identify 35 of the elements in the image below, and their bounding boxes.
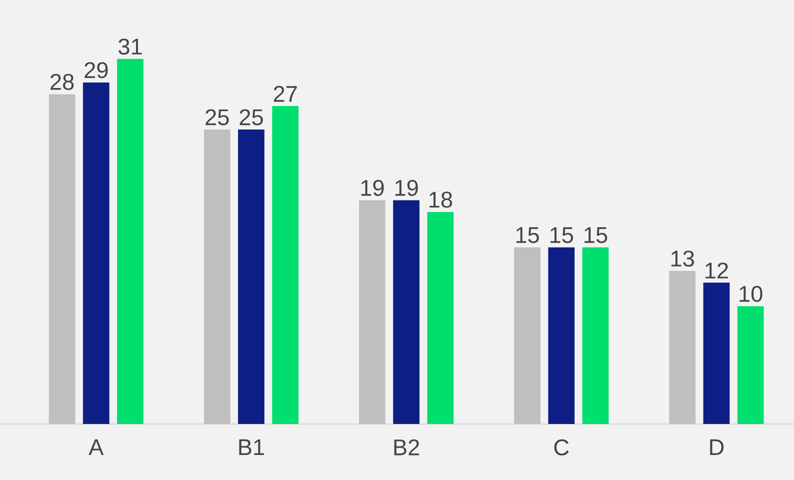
bar [272,106,299,424]
x-tick-label: B2 [394,439,420,456]
bar [582,247,609,424]
data-label: 25 [206,109,229,126]
bar [703,282,730,424]
bar [204,130,230,424]
bar [427,212,454,424]
x-tick-label: D [710,439,724,455]
data-label: 10 [740,286,762,302]
bar [117,58,144,424]
bar [393,200,420,424]
data-label: 15 [584,227,608,244]
x-tick-label: B1 [239,439,264,455]
bar [737,306,764,424]
data-label: 19 [361,180,384,196]
bar [514,247,540,424]
bar [82,82,110,424]
bar [238,130,264,424]
data-label: 31 [118,38,142,55]
bar [548,247,575,424]
data-label: 29 [84,62,108,78]
data-label: 15 [516,227,539,244]
data-label: 15 [550,227,574,244]
data-label: 28 [50,74,74,90]
x-tick-label: C [554,439,569,456]
data-label: 25 [240,109,263,126]
x-tick-label: A [88,439,104,455]
data-label: 13 [671,250,694,267]
data-label: 19 [395,180,418,196]
bar [48,94,76,424]
bar [359,200,386,424]
data-label: 18 [430,192,452,208]
data-label: 27 [274,86,297,102]
data-label: 12 [706,262,728,278]
bar [669,270,696,424]
